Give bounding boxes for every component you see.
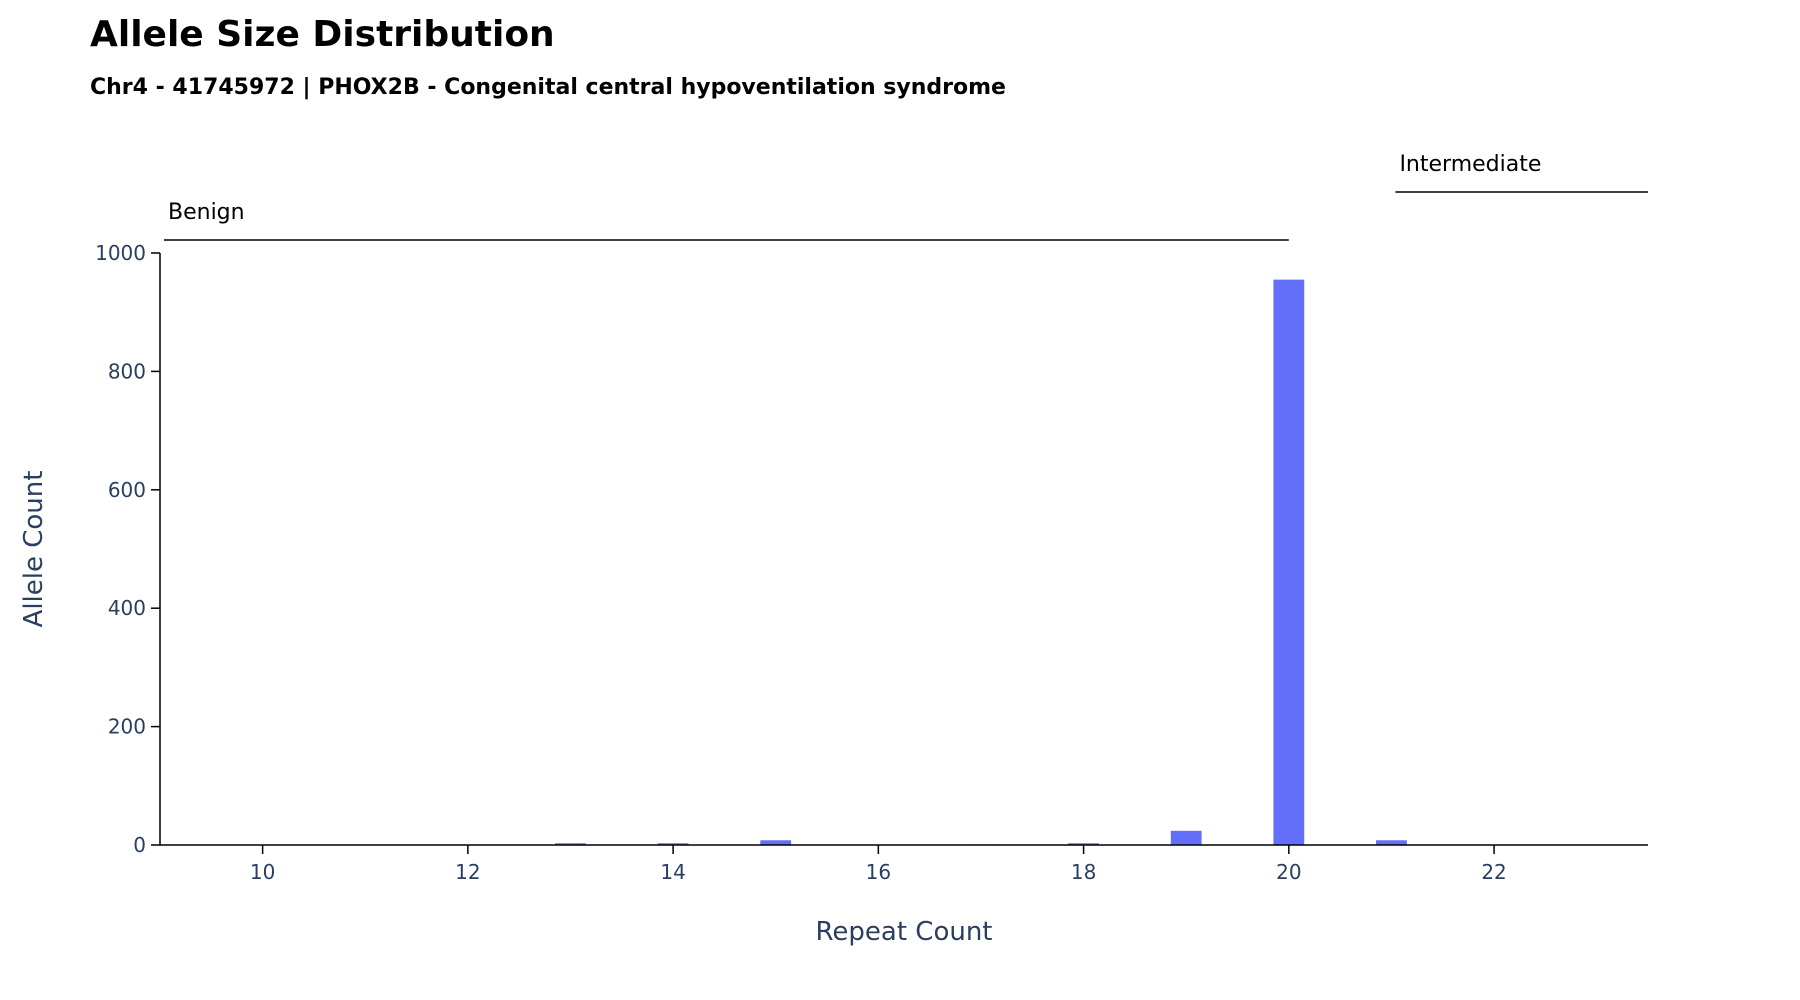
bar-14 [657,843,689,845]
bars-group [555,279,1407,846]
bar-15 [760,840,792,845]
y-tick-label-1000: 1000 [95,241,146,265]
x-tick-label-10: 10 [250,860,275,884]
x-tick-label-18: 18 [1071,860,1096,884]
bar-13 [555,843,586,845]
y-tick-label-400: 400 [108,596,146,620]
chart-subtitle: Chr4 - 41745972 | PHOX2B - Congenital ce… [90,75,1006,100]
x-tick-label-20: 20 [1276,860,1301,884]
y-tick-label-200: 200 [108,715,146,739]
x-axis-title: Repeat Count [816,917,993,947]
y-tick-label-600: 600 [108,478,146,502]
region-annotations: Benign Intermediate [164,152,1648,241]
x-tick-label-14: 14 [660,860,685,884]
axes-group: 0 200 400 600 800 1000 10 12 14 16 18 20 22 [95,241,1648,884]
x-tick-label-22: 22 [1481,860,1506,884]
x-tick-label-16: 16 [866,860,891,884]
bar-20 [1273,279,1305,845]
bar-21 [1376,840,1407,845]
region-label-benign: Benign [168,200,245,225]
bar-18 [1068,843,1099,845]
region-label-intermediate: Intermediate [1399,152,1541,177]
bar-19 [1170,830,1202,845]
y-tick-label-800: 800 [108,359,146,383]
chart-title: Allele Size Distribution [90,14,555,55]
y-tick-label-0: 0 [133,833,146,857]
y-axis-title: Allele Count [19,471,49,628]
x-tick-label-12: 12 [455,860,480,884]
